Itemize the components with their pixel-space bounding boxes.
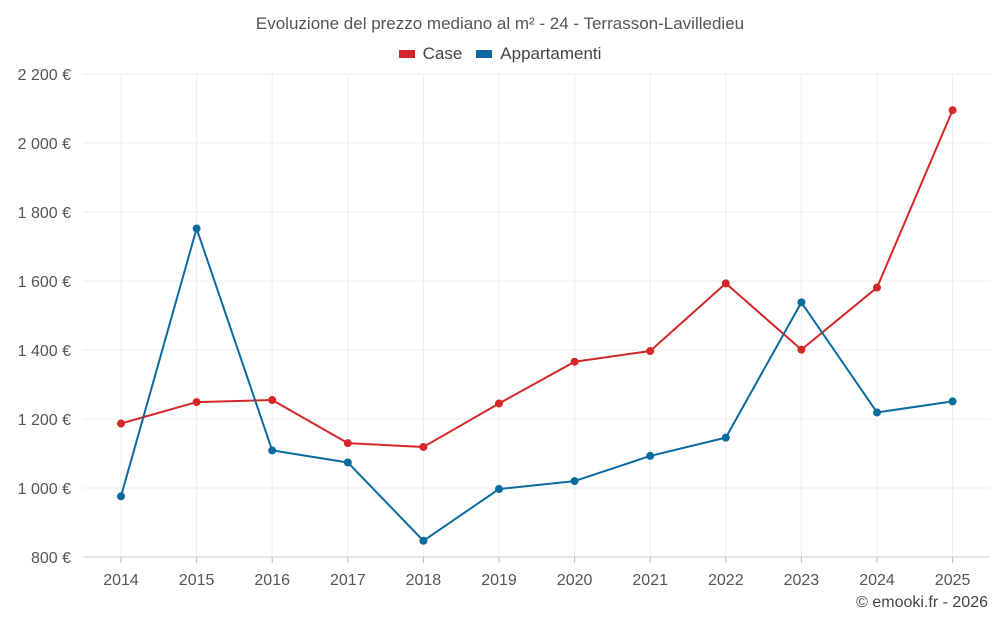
data-point-case <box>343 439 352 448</box>
data-point-appartamenti <box>343 458 352 467</box>
x-tick-label: 2021 <box>632 572 668 589</box>
legend-swatch-appartamenti <box>476 50 493 58</box>
data-point-appartamenti <box>268 446 277 455</box>
y-tick-label: 1 400 € <box>18 343 71 360</box>
x-tick-label: 2014 <box>103 572 139 589</box>
data-point-case <box>948 106 957 115</box>
series-line-case <box>120 109 954 448</box>
data-point-appartamenti <box>117 492 125 501</box>
y-tick-label: 800 € <box>31 550 71 567</box>
data-point-appartamenti <box>419 536 428 545</box>
data-point-appartamenti <box>721 433 730 442</box>
legend-item-case[interactable]: Case <box>398 44 463 64</box>
x-tick-label: 2024 <box>859 572 895 589</box>
legend-item-appartamenti[interactable]: Appartamenti <box>476 44 601 64</box>
chart-title: Evoluzione del prezzo mediano al m² - 24… <box>255 14 745 33</box>
x-tick-label: 2023 <box>784 572 820 589</box>
y-tick-label: 2 000 € <box>18 136 71 153</box>
legend-swatch-case <box>398 50 415 58</box>
data-point-appartamenti <box>646 451 655 460</box>
x-tick-label: 2025 <box>935 572 971 589</box>
x-tick-label: 2022 <box>708 572 744 589</box>
series-line-appartamenti <box>120 227 953 542</box>
y-tick-label: 2 200 € <box>18 67 71 84</box>
data-point-case <box>873 283 881 292</box>
data-point-case <box>192 398 201 407</box>
legend-label-case: Case <box>422 44 463 63</box>
data-point-appartamenti <box>192 224 201 233</box>
data-point-case <box>721 279 730 288</box>
x-tick-label: 2020 <box>557 572 593 589</box>
y-tick-label: 1 800 € <box>18 205 71 222</box>
x-tick-label: 2016 <box>254 572 290 589</box>
data-point-appartamenti <box>873 408 881 417</box>
y-tick-label: 1 000 € <box>18 481 71 498</box>
x-tick-label: 2015 <box>179 572 215 589</box>
data-point-case <box>268 396 277 405</box>
x-tick-label: 2018 <box>406 572 442 589</box>
data-point-case <box>646 347 655 356</box>
data-point-case <box>117 419 125 428</box>
legend: Case Appartamenti <box>0 44 1000 64</box>
data-point-case <box>495 399 503 408</box>
copyright: © emooki.fr - 2026 <box>856 594 988 611</box>
y-tick-label: 1 200 € <box>18 412 71 429</box>
data-point-case <box>797 345 806 354</box>
data-point-case <box>419 442 428 451</box>
y-tick-label: 1 600 € <box>18 274 71 291</box>
data-point-appartamenti <box>570 477 579 486</box>
data-point-appartamenti <box>495 485 503 494</box>
data-point-case <box>570 357 579 366</box>
data-point-appartamenti <box>948 397 957 406</box>
x-tick-label: 2019 <box>481 572 517 589</box>
x-tick-label: 2017 <box>330 572 366 589</box>
legend-label-appartamenti: Appartamenti <box>500 44 602 63</box>
data-point-appartamenti <box>797 298 806 307</box>
